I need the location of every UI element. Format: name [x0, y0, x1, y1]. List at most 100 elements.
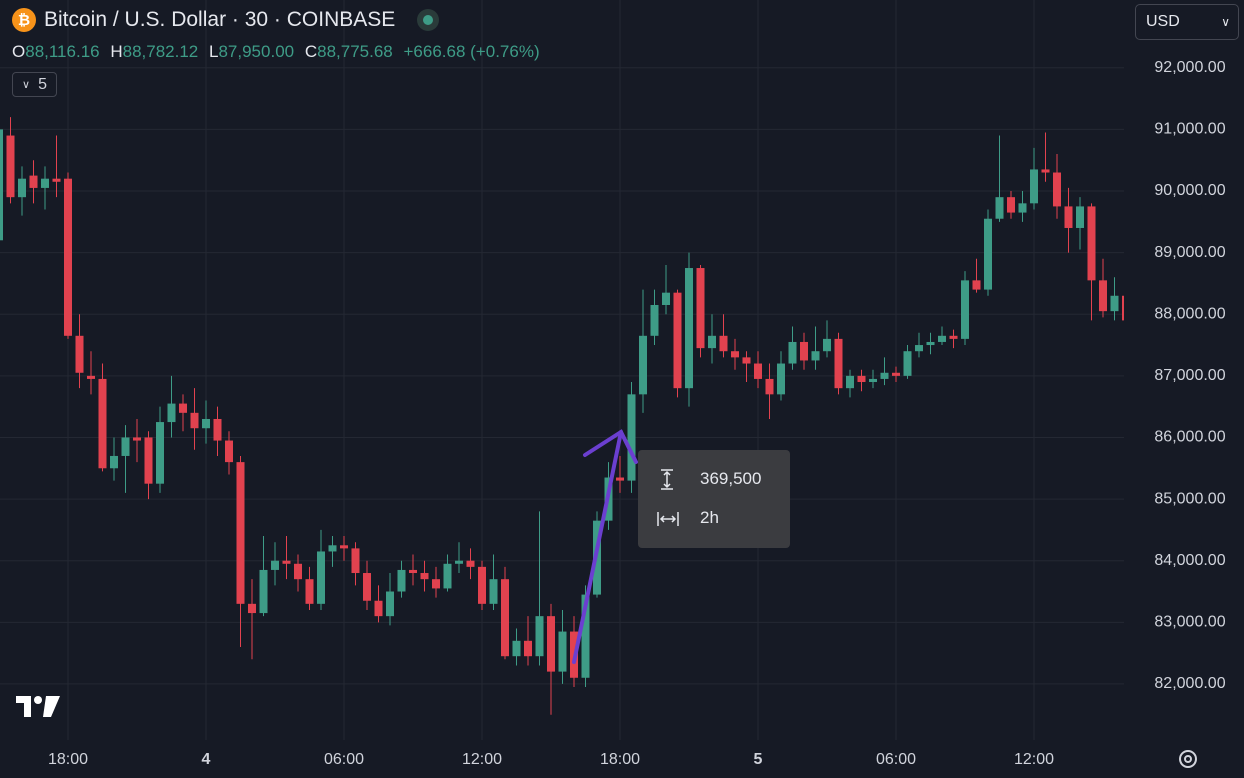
candle-body: [167, 403, 176, 423]
axes: 82,000.00 83,000.00 84,000.00 85,000.00 86,0…: [48, 59, 1226, 768]
y-tick-label: 88,000.00: [1154, 305, 1225, 322]
candle-body: [98, 378, 107, 469]
candle-body: [1053, 172, 1061, 207]
candle-body: [420, 573, 429, 580]
candle-body: [259, 569, 268, 614]
candle-body: [777, 363, 785, 395]
candle-body: [271, 560, 279, 570]
candle-body: [627, 394, 636, 481]
candle-body: [397, 569, 406, 592]
candle-body: [650, 304, 659, 336]
candle-body: [639, 335, 647, 395]
candle-body: [754, 363, 762, 379]
indicator-count[interactable]: 5: [38, 75, 47, 93]
x-tick-label: 06:00: [876, 751, 916, 768]
candle-body: [64, 178, 72, 336]
candle-body: [6, 135, 15, 198]
candle-body: [1030, 169, 1038, 204]
currency-select[interactable]: USD ∨: [1135, 4, 1239, 40]
x-tick-label: 12:00: [462, 751, 502, 768]
logo-part: [43, 696, 60, 717]
candle-body: [179, 403, 187, 413]
candle-body: [110, 455, 118, 469]
x-tick-label: 4: [202, 751, 211, 768]
candle-body: [29, 175, 38, 188]
candle-body: [708, 335, 716, 349]
candle-body: [846, 375, 854, 389]
symbol-title[interactable]: Bitcoin / U.S. Dollar · 30 · COINBASE: [44, 8, 396, 31]
candle-body: [961, 280, 969, 339]
candle-body: [478, 566, 486, 604]
candle-body: [1087, 206, 1096, 281]
ohlc-key: H: [110, 42, 123, 61]
logo-part: [16, 696, 31, 717]
candle-body: [386, 591, 394, 617]
indicators-toggle[interactable]: ∨ 5: [12, 72, 57, 97]
y-tick-label: 86,000.00: [1154, 429, 1225, 446]
candle-body: [995, 197, 1004, 219]
candle-body: [0, 129, 3, 241]
candle-body: [1099, 280, 1107, 312]
candle-body: [432, 579, 440, 589]
candle-body: [581, 594, 590, 678]
candle-body: [949, 335, 958, 339]
candle-body: [938, 335, 946, 342]
measure-tooltip: 369,500 2h: [638, 450, 790, 548]
x-tick-label: 06:00: [324, 751, 364, 768]
candle-body: [87, 375, 95, 379]
candle-body: [202, 418, 210, 429]
candle-body: [294, 563, 302, 580]
candle-body: [800, 341, 808, 361]
change: +666.68 (+0.76%): [403, 42, 540, 61]
candle-body: [742, 357, 751, 364]
price-icon: [661, 469, 673, 490]
candle-body: [328, 545, 337, 552]
gear[interactable]: [1179, 750, 1197, 768]
candle-body: [834, 338, 843, 389]
candle-body: [926, 341, 935, 346]
candle-body: [501, 579, 509, 657]
candle-body: [972, 280, 981, 290]
candle-body: [616, 477, 624, 481]
candle-body: [1122, 295, 1124, 321]
candle-body: [558, 631, 567, 672]
measure-icons: [657, 469, 679, 526]
candle-body: [52, 178, 61, 182]
candle-body: [190, 412, 199, 429]
candle-body: [765, 378, 774, 395]
y-tick-label: 92,000.00: [1154, 59, 1225, 76]
ohlc-value: 88,782.12: [122, 42, 199, 61]
candle-body: [455, 560, 463, 564]
candle-body: [696, 268, 705, 349]
candle-body: [811, 351, 820, 361]
time-range: 2h: [700, 508, 719, 527]
price-range: 369,500: [700, 469, 762, 488]
currency[interactable]: USD: [1146, 13, 1180, 30]
gear-hub[interactable]: [1184, 755, 1192, 763]
candle-body: [788, 341, 797, 364]
candle-body: [547, 616, 555, 672]
tradingview-logo: [16, 696, 60, 717]
market-status[interactable]: [417, 9, 440, 31]
ohlc-key: L: [209, 42, 219, 61]
settings-icon[interactable]: [1179, 750, 1197, 768]
candle-body: [443, 563, 452, 589]
candle-body: [133, 437, 141, 441]
candle-body: [1018, 203, 1027, 213]
chevron[interactable]: ∨: [22, 79, 31, 91]
candle-body: [662, 292, 670, 305]
ohlc-value: 88,775.68: [317, 42, 393, 61]
candles: [0, 117, 1124, 715]
y-tick-label: 85,000.00: [1154, 490, 1225, 507]
caret[interactable]: ∨: [1221, 15, 1230, 29]
candle-body: [535, 616, 544, 657]
time-icon: [657, 512, 679, 526]
candle-body: [374, 600, 383, 617]
symbol-header[interactable]: ₿ Bitcoin / U.S. Dollar · 30 · COINBASE: [12, 8, 440, 32]
y-tick-label: 91,000.00: [1154, 121, 1225, 138]
ohlc-key: O: [12, 42, 26, 61]
ohlc-value: 88,116.16: [25, 42, 100, 61]
candle-body: [351, 548, 360, 574]
